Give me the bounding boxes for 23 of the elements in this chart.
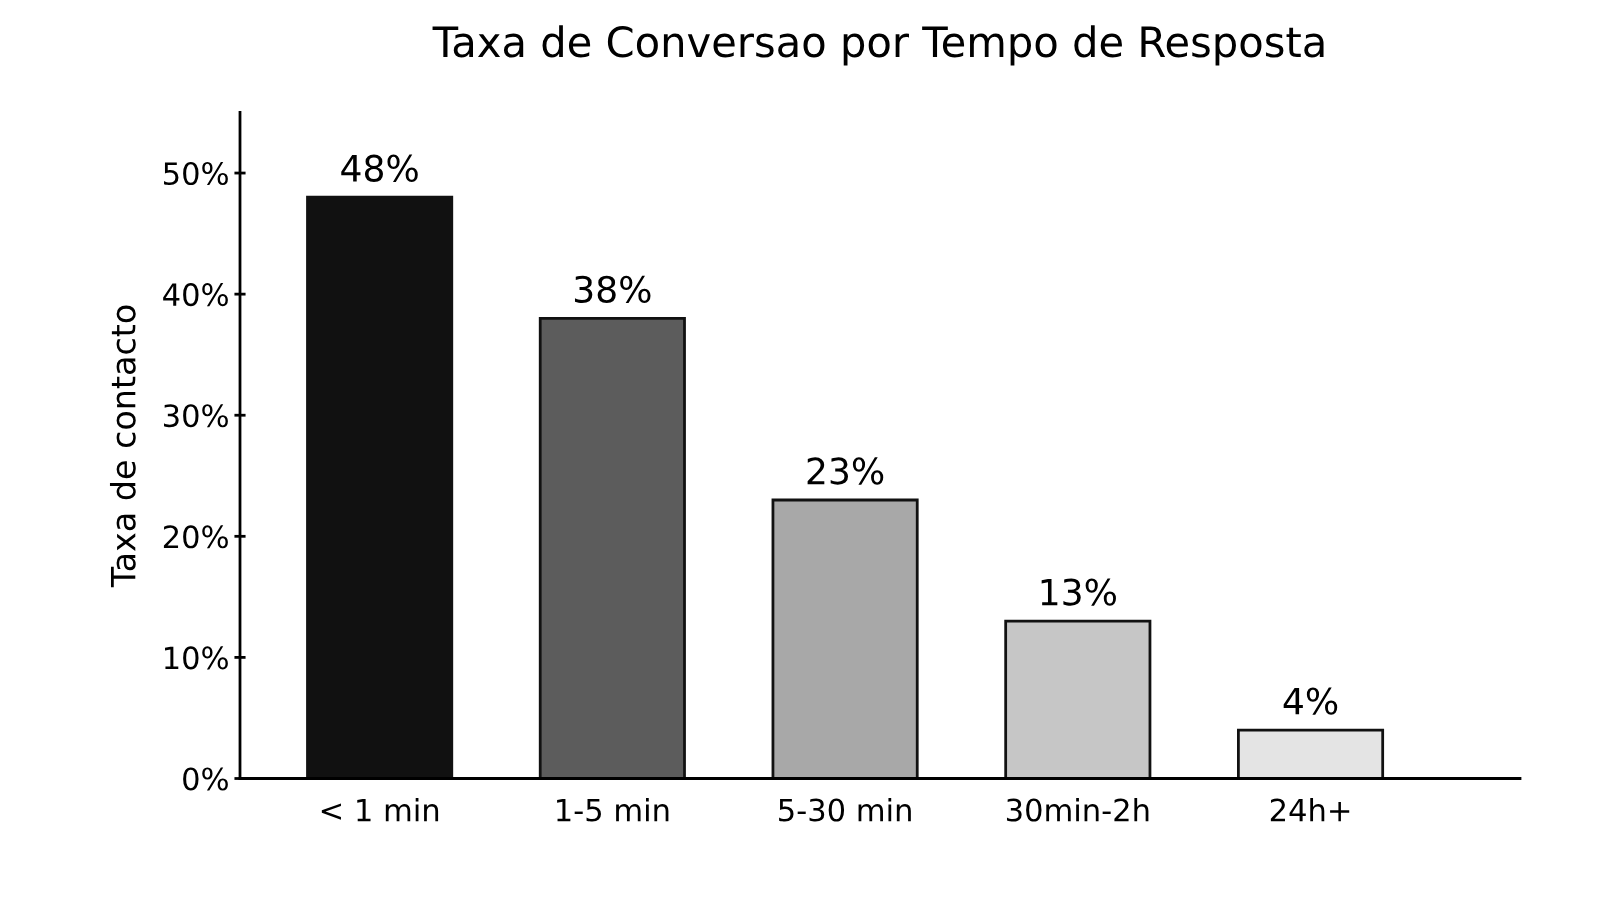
- bar: [771, 498, 919, 779]
- data-label: 38%: [574, 275, 651, 304]
- x-tick-label: < 1 min: [321, 797, 439, 822]
- y-tick-label: 50%: [164, 161, 228, 186]
- x-tick-label: 24h+: [1270, 797, 1350, 822]
- x-tick-label: 30min-2h: [1006, 797, 1149, 822]
- bar: [1004, 619, 1152, 779]
- y-tick-label: 0%: [183, 767, 228, 791]
- data-label: 13%: [1041, 578, 1116, 606]
- bar: [538, 316, 686, 779]
- bar: [306, 195, 454, 779]
- data-label: 4%: [1283, 687, 1338, 715]
- x-tick-label: 5-30 min: [779, 797, 911, 822]
- chart-title: Taxa de Conversao por Tempo de Resposta: [432, 25, 1324, 66]
- bar: [1237, 728, 1385, 779]
- data-label: 48%: [341, 154, 418, 182]
- y-axis-title: Taxa de contacto: [109, 305, 136, 588]
- y-tick-label: 40%: [163, 283, 228, 307]
- y-tick-label: 20%: [163, 525, 228, 549]
- x-tick-label: 1-5 min: [557, 797, 669, 822]
- y-tick-label: 10%: [165, 646, 228, 670]
- data-label: 23%: [807, 457, 884, 485]
- y-tick-label: 30%: [164, 404, 228, 428]
